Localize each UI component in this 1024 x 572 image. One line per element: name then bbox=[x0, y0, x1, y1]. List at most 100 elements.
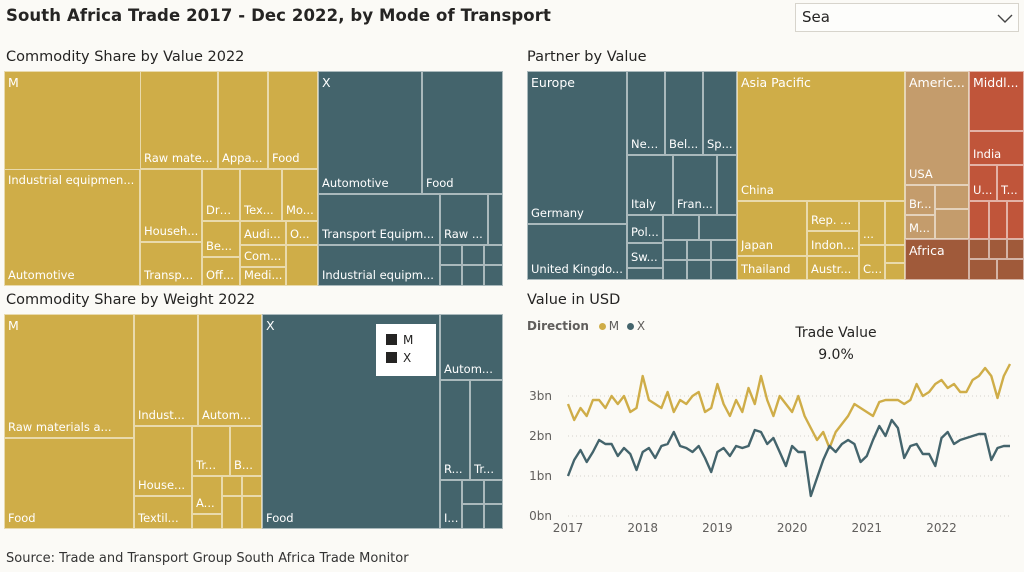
treemap-cell[interactable] bbox=[462, 480, 484, 504]
treemap-cell[interactable]: House... bbox=[134, 426, 192, 496]
treemap-cell[interactable] bbox=[969, 239, 989, 259]
treemap-group-asia-pacific[interactable]: Asia Pacific China bbox=[737, 71, 905, 201]
treemap-cell[interactable] bbox=[663, 215, 699, 240]
treemap-cell[interactable] bbox=[711, 240, 737, 260]
treemap-cell[interactable]: Com... bbox=[240, 245, 286, 267]
treemap-cell[interactable] bbox=[885, 245, 905, 263]
treemap-cell[interactable]: Austr... bbox=[807, 256, 859, 280]
mode-slicer[interactable]: Sea bbox=[795, 3, 1019, 32]
treemap-cell[interactable]: Italy bbox=[627, 155, 673, 215]
treemap-cell[interactable]: Food bbox=[4, 438, 134, 529]
treemap-cell[interactable]: Sp... bbox=[703, 71, 737, 155]
treemap-cell[interactable]: Autom... bbox=[440, 314, 503, 380]
treemap-cell[interactable]: Transport Equipm... bbox=[318, 194, 440, 245]
treemap-cell[interactable]: Thailand bbox=[737, 256, 807, 280]
treemap-cell[interactable]: Food bbox=[422, 71, 503, 194]
treemap-cell[interactable] bbox=[462, 265, 484, 286]
treemap-cell[interactable] bbox=[462, 245, 484, 265]
treemap-cell[interactable]: U... bbox=[969, 165, 997, 201]
treemap-cell[interactable] bbox=[935, 209, 969, 239]
treemap-cell[interactable]: Indust... bbox=[134, 314, 198, 426]
treemap-cell[interactable] bbox=[484, 504, 503, 529]
treemap-cell[interactable]: Mo... bbox=[282, 169, 318, 221]
series-line-x[interactable] bbox=[566, 418, 1010, 498]
treemap-cell[interactable] bbox=[663, 260, 687, 280]
treemap-cell[interactable]: Be... bbox=[202, 221, 240, 257]
treemap-cell[interactable]: Fran... bbox=[673, 155, 717, 215]
treemap-cell[interactable] bbox=[462, 504, 484, 529]
treemap-cell[interactable]: B... bbox=[230, 426, 262, 476]
treemap-cell[interactable]: India bbox=[969, 131, 1024, 165]
treemap-cell[interactable]: Tex... bbox=[240, 169, 282, 221]
treemap-cell[interactable] bbox=[885, 263, 905, 280]
treemap-cell[interactable] bbox=[222, 496, 242, 529]
treemap-cell[interactable] bbox=[242, 476, 262, 496]
treemap-cell[interactable]: Textil... bbox=[134, 496, 192, 529]
treemap-cell[interactable]: M... bbox=[905, 215, 935, 239]
treemap-cell[interactable]: Tr... bbox=[470, 380, 503, 480]
treemap-cell[interactable]: Pol... bbox=[627, 215, 663, 243]
treemap-group-europe[interactable]: Europe Germany bbox=[527, 71, 627, 224]
treemap-cell[interactable] bbox=[222, 476, 242, 496]
treemap-cell[interactable]: United Kingdo... bbox=[527, 224, 627, 280]
treemap-cell[interactable]: I... bbox=[440, 480, 462, 529]
treemap-cell[interactable] bbox=[935, 185, 969, 209]
treemap-cell[interactable] bbox=[885, 201, 905, 245]
treemap-cell[interactable]: Industrial equipmen... Automotive bbox=[4, 169, 140, 286]
treemap-cell[interactable]: O... bbox=[286, 221, 318, 245]
treemap-cell[interactable] bbox=[1007, 201, 1024, 239]
treemap-group-americas[interactable]: Americ... USA bbox=[905, 71, 969, 185]
treemap-cell[interactable] bbox=[687, 240, 711, 260]
legend-item-x[interactable]: X bbox=[386, 351, 411, 365]
treemap-cell[interactable]: Transpo... bbox=[140, 242, 202, 286]
treemap-cell[interactable]: Off... bbox=[202, 257, 240, 286]
treemap-cell[interactable]: Househ... bbox=[140, 169, 202, 242]
treemap-cell[interactable]: Indon... bbox=[807, 231, 859, 256]
treemap-cell[interactable]: Net... bbox=[627, 71, 665, 155]
treemap-cell[interactable] bbox=[969, 201, 989, 239]
treemap-cell[interactable]: Bel... bbox=[665, 71, 703, 155]
treemap-group-middle-east[interactable]: Middl... bbox=[969, 71, 1024, 131]
treemap-cell[interactable] bbox=[989, 201, 1007, 239]
series-line-m[interactable] bbox=[566, 363, 1012, 450]
treemap-cell[interactable] bbox=[627, 268, 663, 280]
partner-treemap[interactable]: Europe Germany United Kingdo... Net... B… bbox=[527, 71, 1024, 280]
treemap-cell[interactable]: Autom... bbox=[198, 314, 262, 426]
treemap-cell[interactable] bbox=[488, 194, 503, 245]
treemap-cell[interactable] bbox=[687, 260, 711, 280]
treemap-cell[interactable]: Raw mate... bbox=[140, 71, 218, 169]
treemap-cell[interactable] bbox=[192, 514, 222, 529]
treemap-cell[interactable]: Raw ... bbox=[440, 194, 488, 245]
line-chart[interactable]: 0bn 1bn 2bn 3bn 2017 2018 2019 2020 2021 2022 bbox=[520, 360, 1020, 540]
treemap-cell[interactable] bbox=[484, 265, 503, 286]
legend-item-m[interactable]: M bbox=[386, 333, 413, 347]
treemap-cell[interactable]: Sw... bbox=[627, 243, 663, 268]
treemap-cell[interactable]: Rep. ... bbox=[807, 201, 859, 231]
treemap-cell[interactable]: Appa... bbox=[218, 71, 268, 169]
treemap-cell[interactable]: T... bbox=[997, 165, 1024, 201]
treemap-group-m[interactable]: M Raw materials a... bbox=[4, 314, 134, 438]
treemap-group-africa[interactable]: Africa bbox=[905, 239, 969, 280]
treemap-cell[interactable]: Br... bbox=[905, 185, 935, 215]
legend-item-m[interactable]: M bbox=[593, 319, 619, 333]
treemap-cell[interactable] bbox=[989, 239, 1007, 259]
treemap-cell[interactable]: Industrial equipm... bbox=[318, 245, 440, 286]
treemap-cell[interactable] bbox=[242, 496, 262, 529]
treemap-cell[interactable]: Medi... bbox=[240, 267, 286, 286]
treemap-cell[interactable]: R... bbox=[440, 380, 470, 480]
commodity-value-treemap[interactable]: M Industrial equipmen... Automotive Raw m… bbox=[4, 71, 503, 286]
treemap-group-x[interactable]: X Automotive bbox=[318, 71, 422, 194]
treemap-cell[interactable]: ... bbox=[859, 201, 885, 245]
treemap-cell[interactable]: Japan bbox=[737, 201, 807, 256]
treemap-cell[interactable]: C... bbox=[859, 245, 885, 280]
treemap-cell[interactable]: Tr... bbox=[192, 426, 230, 476]
treemap-cell[interactable] bbox=[484, 480, 503, 504]
treemap-cell[interactable] bbox=[286, 245, 318, 286]
treemap-cell[interactable] bbox=[440, 265, 462, 286]
legend-item-x[interactable]: X bbox=[623, 319, 645, 333]
treemap-cell[interactable] bbox=[1007, 239, 1024, 259]
treemap-cell[interactable]: Dru... bbox=[202, 169, 240, 221]
treemap-cell[interactable] bbox=[484, 245, 503, 265]
treemap-cell[interactable] bbox=[997, 259, 1024, 280]
treemap-cell[interactable] bbox=[440, 245, 462, 265]
